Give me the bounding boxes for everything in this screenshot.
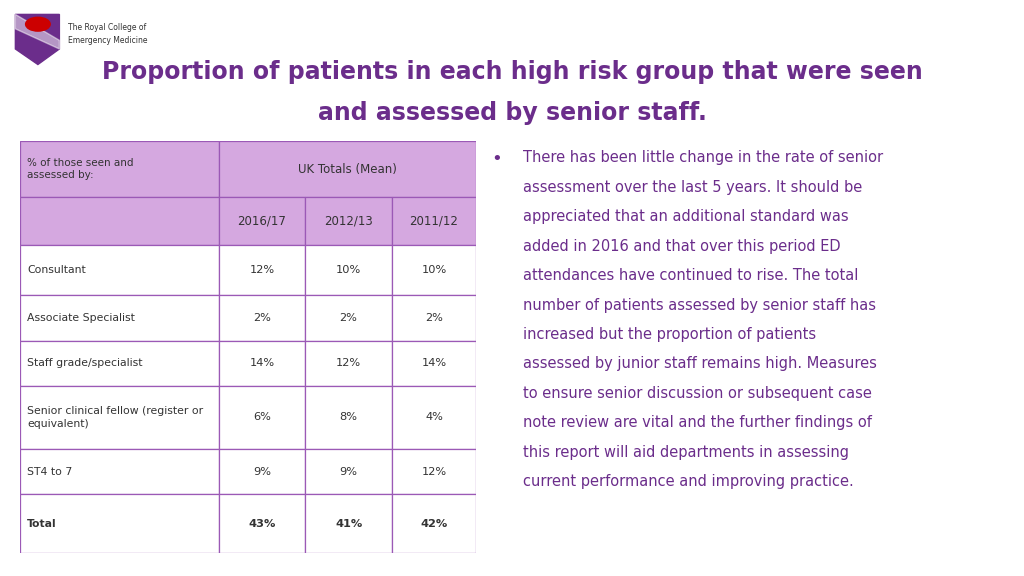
Bar (392, 386, 476, 449)
Text: 12%: 12% (422, 467, 446, 477)
Text: 10%: 10% (422, 265, 446, 275)
Polygon shape (15, 14, 59, 49)
Bar (219, 449, 305, 494)
Bar (20, 295, 219, 340)
Text: There has been little change in the rate of senior: There has been little change in the rate… (523, 150, 883, 165)
Bar (305, 494, 392, 553)
Text: 4%: 4% (425, 412, 443, 422)
Bar (219, 386, 305, 449)
Bar (392, 449, 476, 494)
Text: 14%: 14% (422, 358, 446, 368)
Bar (305, 245, 392, 295)
Text: added in 2016 and that over this period ED: added in 2016 and that over this period … (523, 238, 841, 253)
Text: Total: Total (28, 519, 57, 529)
Text: note review are vital and the further findings of: note review are vital and the further fi… (523, 415, 871, 430)
Text: 10%: 10% (336, 265, 361, 275)
Text: assessed by junior staff remains high. Measures: assessed by junior staff remains high. M… (523, 357, 877, 372)
Text: •: • (492, 150, 503, 168)
Bar (305, 449, 392, 494)
Text: 43%: 43% (248, 519, 275, 529)
Bar (20, 449, 219, 494)
Text: 14%: 14% (250, 358, 274, 368)
Text: 2%: 2% (253, 313, 271, 323)
Bar (20, 386, 219, 449)
Text: number of patients assessed by senior staff has: number of patients assessed by senior st… (523, 298, 876, 313)
Bar (219, 340, 305, 386)
Polygon shape (15, 14, 59, 65)
Text: 9%: 9% (253, 467, 271, 477)
Text: Staff grade/specialist: Staff grade/specialist (28, 358, 142, 368)
Text: 9%: 9% (340, 467, 357, 477)
Text: Emergency Medicine: Emergency Medicine (68, 36, 147, 45)
Bar (219, 245, 305, 295)
Bar (392, 295, 476, 340)
Text: 2016/17: 2016/17 (238, 215, 287, 228)
Text: UK Totals (Mean): UK Totals (Mean) (298, 163, 397, 176)
Bar (392, 198, 476, 245)
Bar (20, 245, 219, 295)
Text: 2011/12: 2011/12 (410, 215, 459, 228)
Text: ST4 to 7: ST4 to 7 (28, 467, 73, 477)
Text: 2%: 2% (340, 313, 357, 323)
Bar (20, 198, 219, 245)
Bar (305, 198, 392, 245)
Text: this report will aid departments in assessing: this report will aid departments in asse… (523, 445, 849, 460)
Text: 42%: 42% (421, 519, 447, 529)
Text: 2012/13: 2012/13 (325, 215, 373, 228)
Text: attendances have continued to rise. The total: attendances have continued to rise. The … (523, 268, 858, 283)
Bar (219, 198, 305, 245)
Text: appreciated that an additional standard was: appreciated that an additional standard … (523, 209, 849, 224)
Text: Consultant: Consultant (28, 265, 86, 275)
Bar (20, 494, 219, 553)
Bar (392, 340, 476, 386)
Text: and assessed by senior staff.: and assessed by senior staff. (317, 101, 707, 125)
Text: assessment over the last 5 years. It should be: assessment over the last 5 years. It sho… (523, 180, 862, 195)
Text: 12%: 12% (336, 358, 361, 368)
Text: 8%: 8% (340, 412, 357, 422)
Text: 12%: 12% (250, 265, 274, 275)
Bar (219, 494, 305, 553)
Text: 6%: 6% (253, 412, 271, 422)
Bar (219, 141, 476, 198)
Text: Senior clinical fellow (register or
equivalent): Senior clinical fellow (register or equi… (28, 406, 204, 429)
Text: Associate Specialist: Associate Specialist (28, 313, 135, 323)
Bar (305, 340, 392, 386)
Text: 41%: 41% (335, 519, 362, 529)
Bar (305, 386, 392, 449)
Bar (392, 494, 476, 553)
Text: % of those seen and
assessed by:: % of those seen and assessed by: (28, 158, 134, 180)
Text: Proportion of patients in each high risk group that were seen: Proportion of patients in each high risk… (101, 60, 923, 85)
Bar (392, 245, 476, 295)
Text: increased but the proportion of patients: increased but the proportion of patients (523, 327, 816, 342)
Bar (20, 340, 219, 386)
Bar (20, 141, 219, 198)
Text: The Royal College of: The Royal College of (68, 23, 145, 32)
Bar (305, 295, 392, 340)
Circle shape (26, 17, 50, 31)
Text: 2%: 2% (425, 313, 443, 323)
Bar (219, 295, 305, 340)
Text: current performance and improving practice.: current performance and improving practi… (523, 474, 854, 489)
Text: to ensure senior discussion or subsequent case: to ensure senior discussion or subsequen… (523, 386, 871, 401)
